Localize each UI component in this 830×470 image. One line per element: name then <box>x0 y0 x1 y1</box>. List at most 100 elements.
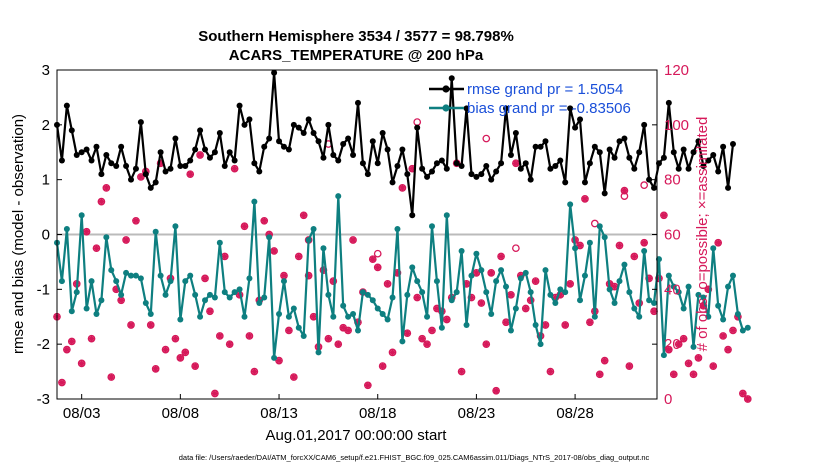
bias-point <box>429 223 435 230</box>
rmse-point <box>690 149 697 156</box>
left-tick-label: 1 <box>42 172 50 189</box>
bias-point <box>453 289 460 296</box>
rmse-point <box>58 157 65 164</box>
assimilated-count-marker <box>280 272 288 279</box>
rmse-point <box>404 171 411 178</box>
rmse-point <box>68 127 75 134</box>
assimilated-count-marker <box>325 335 332 342</box>
rmse-point <box>596 149 603 156</box>
rmse-point <box>394 162 401 169</box>
bias-point <box>725 283 732 290</box>
bias-point <box>488 311 495 318</box>
assimilated-count-marker <box>404 329 411 337</box>
rmse-point <box>517 165 524 172</box>
assimilated-count-marker <box>147 321 155 329</box>
assimilated-count-marker <box>640 239 648 247</box>
assimilated-count-marker <box>83 228 90 236</box>
rmse-point <box>157 149 164 156</box>
bias-point <box>310 226 317 233</box>
rmse-point <box>725 184 732 191</box>
bias-point <box>142 300 149 307</box>
assimilated-count-marker <box>616 242 623 249</box>
right-tick-label: 120 <box>664 62 689 79</box>
rmse-point <box>305 116 312 123</box>
bias-point <box>374 305 381 312</box>
rmse-point <box>320 154 327 161</box>
assimilated-count-marker <box>68 338 76 345</box>
assimilated-count-marker <box>478 299 485 307</box>
assimilated-count-marker <box>63 346 71 353</box>
rmse-point <box>123 162 130 169</box>
bias-point <box>152 228 159 235</box>
possible-count-marker <box>373 249 382 258</box>
bias-point <box>621 261 628 268</box>
rmse-point <box>547 165 554 172</box>
rmse-point <box>325 121 332 128</box>
legend-rmse-marker <box>442 85 450 93</box>
assimilated-count-marker <box>251 368 258 375</box>
rmse-point <box>438 157 445 164</box>
rmse-point <box>345 135 352 142</box>
rmse-point <box>611 154 618 161</box>
rmse-point <box>271 69 278 76</box>
right-tick-label: 20 <box>664 336 681 353</box>
left-tick-label: -1 <box>37 281 50 298</box>
left-tick-label: 0 <box>42 227 50 244</box>
rmse-point <box>335 157 342 164</box>
bias-point <box>675 289 682 296</box>
legend: rmse grand pr = 1.5054 bias grand pr = -… <box>429 81 631 117</box>
bias-point <box>557 286 564 293</box>
bias-point <box>236 286 243 293</box>
rmse-point <box>354 99 361 106</box>
assimilated-count-marker <box>576 242 584 249</box>
assimilated-count-marker <box>241 222 248 230</box>
assimilated-count-marker <box>675 340 683 348</box>
assimilated-count-marker <box>216 332 224 340</box>
rmse-point <box>498 160 505 167</box>
bias-point <box>690 343 697 350</box>
bias-point <box>710 245 717 252</box>
rmse-point <box>503 105 510 112</box>
possible-count-marker <box>590 219 599 228</box>
bias-point <box>335 193 342 200</box>
bias-point <box>63 226 70 233</box>
bias-point <box>680 305 687 312</box>
x-tick-label: 08/08 <box>162 405 200 422</box>
bias-point <box>641 247 648 254</box>
right-tick-label: 100 <box>664 117 689 134</box>
series-layer <box>54 69 751 361</box>
right-axis-ticks: 120 100 80 60 40 20 0 <box>652 62 689 408</box>
right-tick-label: 80 <box>664 172 681 189</box>
bias-point <box>128 272 135 279</box>
assimilated-count-marker <box>344 327 352 334</box>
bias-point <box>463 321 470 328</box>
rmse-point <box>103 151 110 158</box>
rmse-point <box>261 143 268 150</box>
rmse-point <box>705 157 712 164</box>
rmse-point <box>695 138 702 145</box>
bias-point <box>202 297 209 304</box>
rmse-point <box>572 124 579 131</box>
rmse-point <box>680 146 687 153</box>
bias-point <box>285 313 292 320</box>
assimilated-count-marker <box>670 371 678 378</box>
bias-point <box>276 311 283 318</box>
assimilated-count-marker <box>389 349 396 356</box>
rmse-point <box>108 160 115 167</box>
rmse-point <box>128 176 135 183</box>
bias-point <box>280 278 287 285</box>
bias-point <box>651 300 658 307</box>
x-tick-label: 08/03 <box>63 405 101 422</box>
right-tick-label: 0 <box>664 391 672 408</box>
rmse-point <box>152 179 159 186</box>
rmse-point <box>710 151 717 158</box>
bias-point <box>379 311 386 318</box>
assimilated-count-marker <box>107 373 115 381</box>
rmse-point <box>729 141 736 148</box>
assimilated-count-marker <box>719 332 727 340</box>
bias-point <box>315 349 322 356</box>
bias-point <box>162 291 169 298</box>
assimilated-count-marker <box>714 239 722 247</box>
bias-point <box>734 311 741 318</box>
